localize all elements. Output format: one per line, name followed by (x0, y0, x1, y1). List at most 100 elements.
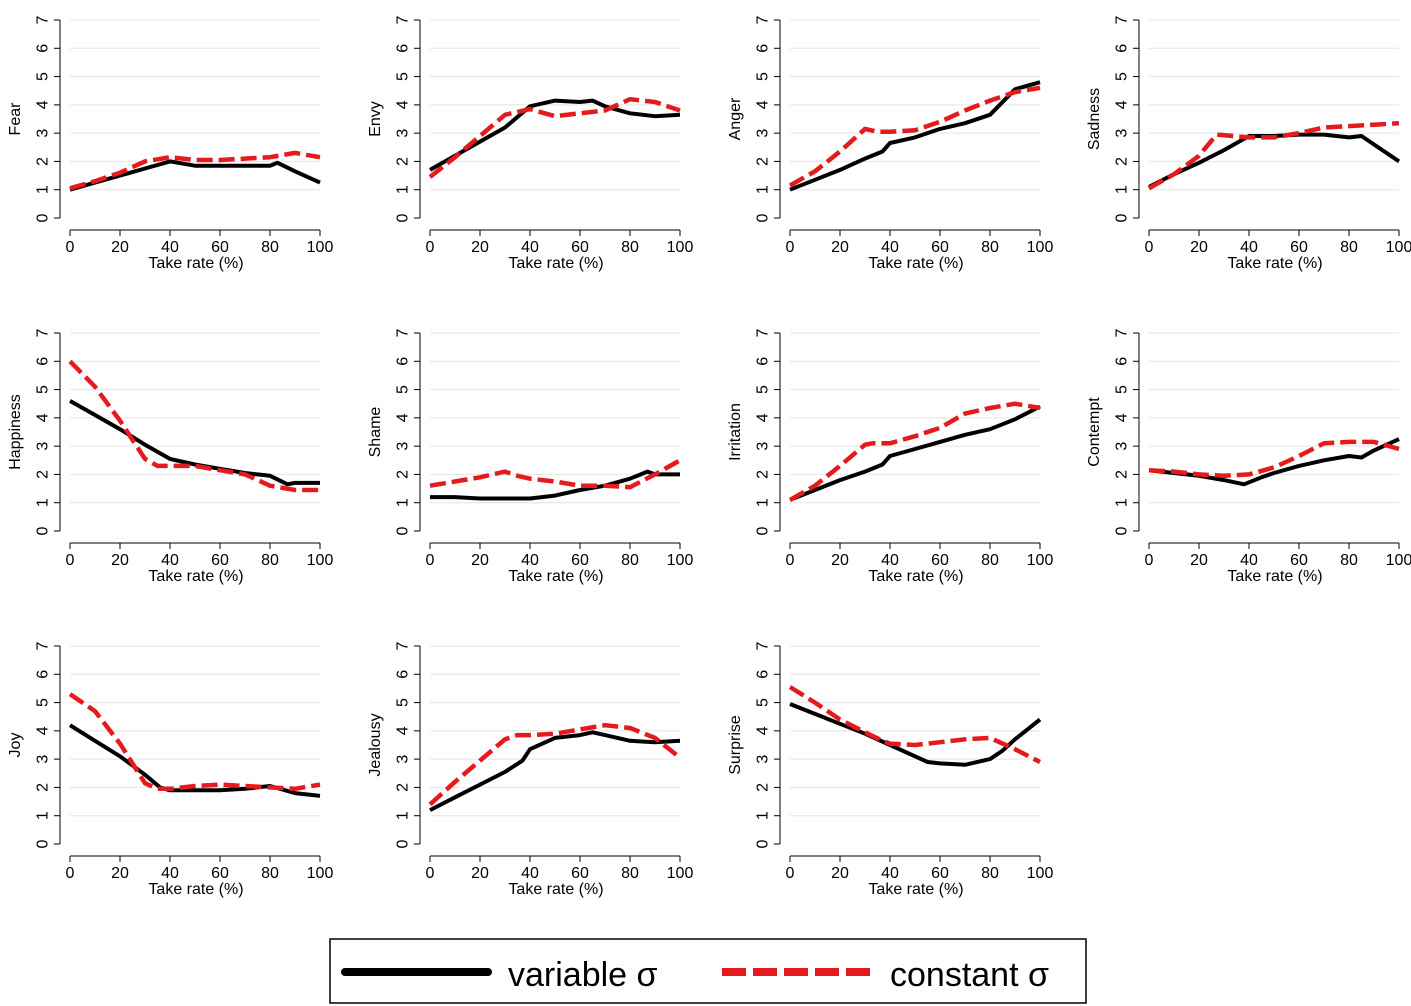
y-tick-label: 3 (755, 442, 772, 451)
y-tick-label: 4 (1114, 100, 1131, 109)
x-tick-label: 40 (881, 865, 899, 882)
x-tick-label: 20 (831, 865, 849, 882)
x-tick-label: 20 (111, 239, 129, 256)
x-axis-label: Take rate (%) (1227, 255, 1322, 272)
x-tick-label: 40 (1240, 239, 1258, 256)
y-tick-label: 0 (395, 839, 412, 848)
y-tick-label: 1 (1114, 498, 1131, 507)
x-tick-label: 0 (66, 552, 75, 569)
x-tick-label: 60 (1290, 552, 1308, 569)
y-tick-label: 4 (755, 100, 772, 109)
x-tick-label: 60 (931, 239, 949, 256)
x-tick-label: 80 (621, 865, 639, 882)
y-tick-label: 3 (395, 755, 412, 764)
y-tick-label: 5 (35, 698, 52, 707)
y-tick-label: 3 (755, 755, 772, 764)
x-tick-label: 80 (1340, 552, 1358, 569)
y-tick-label: 7 (755, 641, 772, 650)
y-tick-label: 4 (395, 100, 412, 109)
panel-contempt: 012345670 20 40 60 80 100Take rate (%)Contemp… (1086, 328, 1411, 585)
y-tick-label: 4 (35, 100, 52, 109)
x-axis-label: Take rate (%) (148, 255, 243, 272)
x-tick-label: 60 (211, 865, 229, 882)
y-tick-label: 1 (755, 811, 772, 820)
y-tick-label: 6 (755, 670, 772, 679)
y-tick-label: 2 (1114, 157, 1131, 166)
y-tick-label: 5 (1114, 385, 1131, 394)
x-tick-label: 60 (1290, 239, 1308, 256)
y-tick-label: 6 (395, 357, 412, 366)
x-tick-label: 0 (786, 552, 795, 569)
x-tick-label: 100 (667, 552, 694, 569)
y-tick-label: 1 (395, 811, 412, 820)
series-line-variable (70, 161, 320, 189)
x-tick-label: 100 (1386, 239, 1411, 256)
legend-variable-label: variable σ (508, 956, 658, 994)
series-line-variable (70, 401, 320, 484)
legend-constant-label: constant σ (890, 956, 1049, 994)
x-tick-label: 80 (981, 865, 999, 882)
y-axis-label: Happiness (7, 394, 24, 470)
y-tick-label: 4 (1114, 413, 1131, 422)
x-tick-label: 40 (881, 552, 899, 569)
series-line-variable (1149, 135, 1399, 187)
y-tick-label: 7 (35, 328, 52, 337)
legend: variable σ constant σ (330, 939, 1086, 1003)
y-tick-label: 2 (35, 157, 52, 166)
x-tick-label: 40 (521, 552, 539, 569)
y-tick-label: 6 (755, 357, 772, 366)
x-tick-label: 40 (881, 239, 899, 256)
x-tick-label: 100 (667, 865, 694, 882)
y-tick-label: 7 (395, 328, 412, 337)
panel-irritation: 012345670 20 40 60 80 100Take rate (%)Irritat… (727, 328, 1053, 585)
x-tick-label: 60 (571, 239, 589, 256)
x-axis-label: Take rate (%) (508, 568, 603, 585)
y-axis-label: Contempt (1086, 397, 1103, 467)
series-line-variable (430, 472, 680, 499)
x-axis-label: Take rate (%) (508, 881, 603, 898)
x-axis-label: Take rate (%) (868, 881, 963, 898)
y-tick-label: 4 (395, 413, 412, 422)
series-line-constant (430, 99, 680, 177)
y-tick-label: 6 (35, 357, 52, 366)
y-tick-label: 5 (755, 385, 772, 394)
x-tick-label: 20 (471, 865, 489, 882)
x-tick-label: 0 (1145, 552, 1154, 569)
series-line-constant (70, 361, 320, 490)
y-tick-label: 4 (395, 726, 412, 735)
y-axis-label: Shame (367, 407, 384, 458)
y-tick-label: 0 (1114, 526, 1131, 535)
y-tick-label: 4 (35, 413, 52, 422)
y-tick-label: 3 (1114, 129, 1131, 138)
x-tick-label: 100 (307, 239, 334, 256)
y-tick-label: 0 (1114, 213, 1131, 222)
y-tick-label: 7 (1114, 328, 1131, 337)
x-tick-label: 60 (571, 865, 589, 882)
x-tick-label: 60 (931, 552, 949, 569)
y-tick-label: 3 (395, 442, 412, 451)
y-tick-label: 0 (755, 213, 772, 222)
x-tick-label: 60 (211, 552, 229, 569)
y-tick-label: 2 (395, 157, 412, 166)
y-tick-label: 1 (35, 498, 52, 507)
series-line-variable (790, 82, 1040, 190)
x-tick-label: 0 (426, 552, 435, 569)
y-tick-label: 7 (35, 641, 52, 650)
y-tick-label: 1 (395, 185, 412, 194)
y-tick-label: 6 (1114, 44, 1131, 53)
y-tick-label: 5 (35, 72, 52, 81)
y-tick-label: 1 (35, 185, 52, 194)
y-tick-label: 0 (755, 839, 772, 848)
panel-fear: 0 1 2 3 4 5 6 7 0 20 40 60 80 100 Take rate (%) Fear (7, 15, 333, 272)
x-tick-label: 20 (831, 239, 849, 256)
panel-shame: 012345670 20 40 60 80 100Take rate (%)Shame (367, 328, 693, 585)
y-tick-label: 0 (395, 213, 412, 222)
y-tick-label: 0 (35, 213, 52, 222)
x-tick-label: 0 (786, 239, 795, 256)
y-tick-label: 2 (755, 470, 772, 479)
panel-happiness: 0 1 2 3 4 5 6 7 0 20 40 60 80 100 Take rate (%) Happine… (7, 328, 333, 585)
x-tick-label: 100 (1027, 552, 1054, 569)
x-tick-label: 80 (981, 552, 999, 569)
y-axis-label: Anger (727, 97, 744, 140)
